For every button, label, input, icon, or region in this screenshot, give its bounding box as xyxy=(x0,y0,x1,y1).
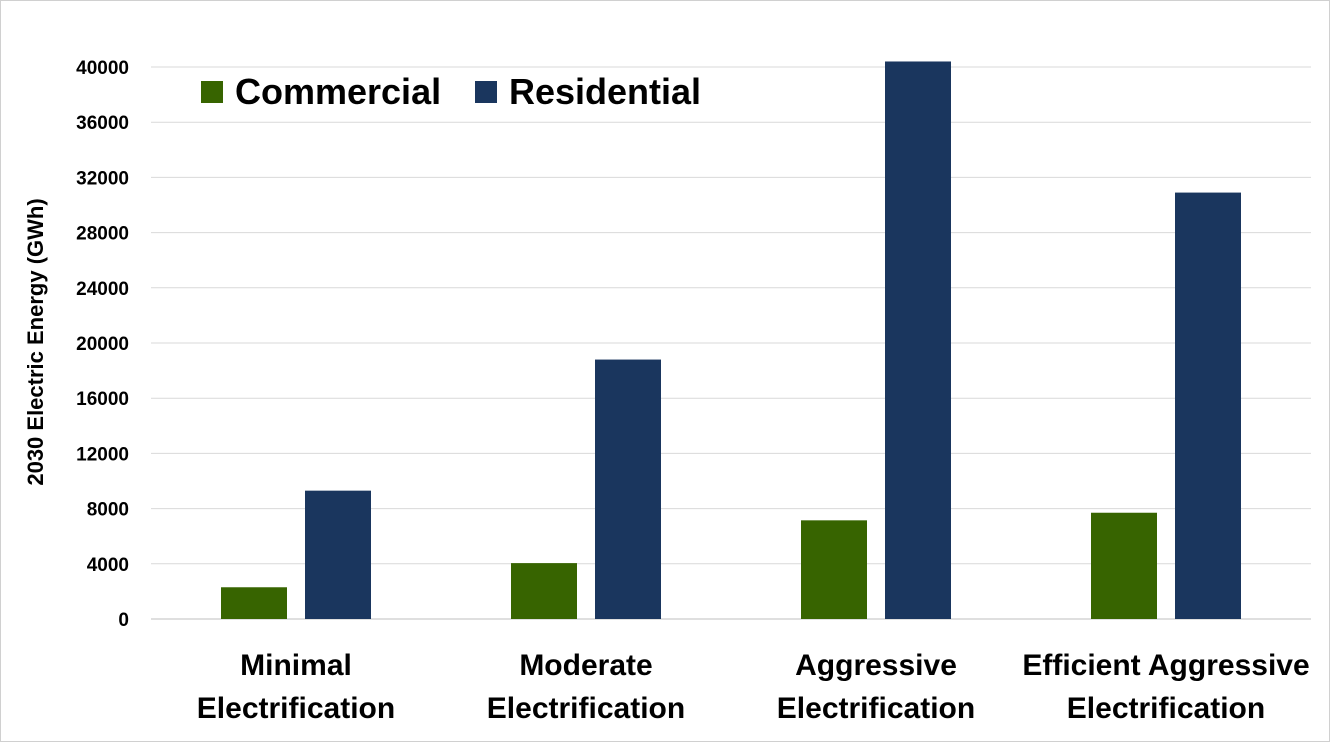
legend-label-commercial: Commercial xyxy=(235,71,441,112)
y-tick-label: 32000 xyxy=(76,168,129,189)
x-tick-label: Minimal xyxy=(240,649,352,682)
x-axis-labels: Minimal Electrification Moderate Electrific… xyxy=(197,649,1310,725)
x-tick-label: Aggressive xyxy=(795,649,957,682)
bar-commercial-1 xyxy=(511,563,577,619)
x-tick-label: Moderate xyxy=(519,649,652,682)
y-tick-label: 24000 xyxy=(76,279,129,300)
y-tick-label: 36000 xyxy=(76,113,129,134)
legend: Commercial Residential xyxy=(201,71,701,112)
y-axis-label: 2030 Electric Energy (GWh) xyxy=(23,198,48,485)
y-tick-label: 12000 xyxy=(76,444,129,465)
bar-commercial-3 xyxy=(1091,512,1157,619)
x-tick-label: Electrification xyxy=(1067,692,1265,725)
bars xyxy=(221,61,1241,620)
legend-swatch-residential xyxy=(475,81,497,103)
bar-residential-3 xyxy=(1175,192,1241,619)
y-tick-label: 20000 xyxy=(76,334,129,355)
legend-swatch-commercial xyxy=(201,81,223,103)
x-tick-label: Electrification xyxy=(777,692,975,725)
bar-residential-1 xyxy=(595,359,661,619)
x-tick-label: Efficient Aggressive xyxy=(1022,649,1309,682)
y-tick-label: 40000 xyxy=(76,58,129,79)
y-tick-label: 28000 xyxy=(76,224,129,245)
bar-commercial-0 xyxy=(221,587,287,619)
y-tick-label: 8000 xyxy=(87,500,129,521)
y-tick-label: 0 xyxy=(118,610,129,631)
y-tick-label: 16000 xyxy=(76,389,129,410)
x-tick-label: Electrification xyxy=(487,692,685,725)
x-tick-label: Electrification xyxy=(197,692,395,725)
y-axis-ticks: 0 4000 8000 12000 16000 20000 24000 28000 32000 3… xyxy=(76,58,129,631)
bar-commercial-2 xyxy=(801,520,867,619)
bar-residential-0 xyxy=(305,490,371,619)
y-tick-label: 4000 xyxy=(87,555,129,576)
legend-label-residential: Residential xyxy=(509,71,701,112)
bar-residential-2 xyxy=(885,61,951,620)
